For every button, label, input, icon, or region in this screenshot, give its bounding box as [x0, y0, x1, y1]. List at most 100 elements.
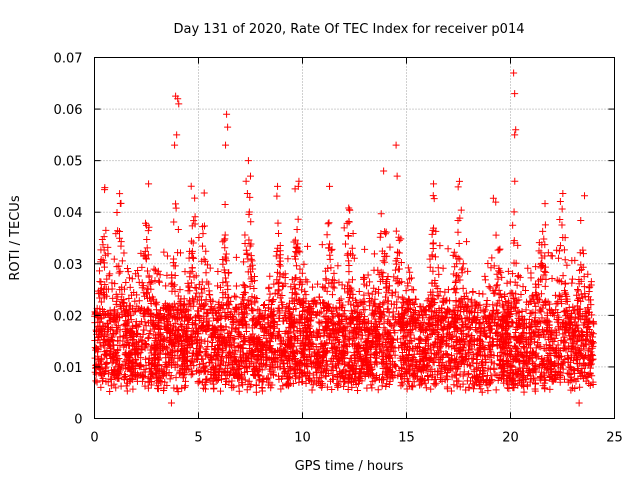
- data-point: [335, 311, 343, 319]
- data-point: [380, 299, 388, 307]
- data-point: [537, 319, 545, 327]
- data-point: [139, 282, 147, 290]
- data-point: [202, 247, 210, 255]
- data-point: [325, 219, 333, 227]
- data-point: [575, 346, 583, 354]
- data-point: [163, 271, 171, 279]
- data-point: [142, 219, 150, 227]
- data-point: [245, 236, 253, 244]
- data-point: [474, 349, 482, 357]
- data-point: [224, 329, 232, 337]
- data-point: [127, 316, 135, 324]
- data-point: [109, 294, 117, 302]
- data-point: [99, 241, 107, 249]
- data-point: [444, 245, 452, 253]
- data-point: [589, 330, 597, 338]
- data-point: [213, 315, 221, 323]
- data-point: [226, 369, 234, 377]
- data-point: [447, 365, 455, 373]
- data-point: [155, 277, 163, 285]
- data-point: [230, 292, 238, 300]
- data-point: [155, 354, 163, 362]
- data-point: [340, 382, 348, 390]
- data-point: [331, 344, 339, 352]
- data-point: [416, 381, 424, 389]
- data-point: [199, 242, 207, 250]
- data-point: [284, 255, 292, 263]
- data-point: [95, 290, 103, 298]
- data-point: [341, 285, 349, 293]
- data-point: [245, 210, 253, 218]
- data-point: [517, 290, 525, 298]
- data-point: [312, 364, 320, 372]
- data-point: [278, 304, 286, 312]
- data-point: [430, 344, 438, 352]
- data-point: [323, 287, 331, 295]
- data-point: [279, 301, 287, 309]
- data-point: [553, 276, 561, 284]
- data-point: [291, 284, 299, 292]
- data-point: [527, 274, 535, 282]
- data-point: [492, 231, 500, 239]
- data-point: [113, 297, 121, 305]
- data-point: [143, 244, 151, 252]
- data-point: [510, 208, 518, 216]
- data-point: [209, 338, 217, 346]
- data-point: [487, 264, 495, 272]
- data-point: [468, 332, 476, 340]
- data-point: [364, 271, 372, 279]
- data-point: [453, 382, 461, 390]
- data-point: [498, 273, 506, 281]
- data-point: [514, 241, 522, 249]
- data-point: [344, 386, 352, 394]
- data-point: [101, 280, 109, 288]
- data-point: [276, 254, 284, 262]
- data-point: [429, 240, 437, 248]
- data-point: [588, 344, 596, 352]
- data-point: [217, 387, 225, 395]
- data-point: [92, 377, 100, 385]
- data-point: [189, 253, 197, 261]
- data-point: [181, 383, 189, 391]
- data-point: [462, 386, 470, 394]
- data-point: [179, 308, 187, 316]
- data-point: [127, 375, 135, 383]
- data-point: [512, 310, 520, 318]
- data-point: [559, 272, 567, 280]
- data-point: [190, 349, 198, 357]
- data-point: [266, 290, 274, 298]
- data-point: [91, 368, 99, 376]
- data-point: [223, 300, 231, 308]
- data-point: [556, 216, 564, 224]
- data-point: [445, 357, 453, 365]
- data-point: [123, 264, 131, 272]
- data-point: [241, 240, 249, 248]
- data-point: [241, 231, 249, 239]
- data-point: [434, 264, 442, 272]
- data-point: [458, 353, 466, 361]
- data-point: [276, 270, 284, 278]
- data-point: [428, 230, 436, 238]
- data-point: [538, 314, 546, 322]
- data-point: [451, 284, 459, 292]
- data-point: [326, 240, 334, 248]
- data-point: [382, 293, 390, 301]
- data-point: [202, 326, 210, 334]
- data-point: [246, 282, 254, 290]
- data-point: [300, 260, 308, 268]
- data-point: [568, 275, 576, 283]
- data-point: [316, 319, 324, 327]
- data-point: [302, 355, 310, 363]
- data-point: [137, 354, 145, 362]
- data-point: [294, 215, 302, 223]
- data-point: [340, 378, 348, 386]
- data-point: [252, 381, 260, 389]
- data-point: [491, 370, 499, 378]
- data-point: [276, 333, 284, 341]
- data-point: [232, 282, 240, 290]
- data-point: [323, 231, 331, 239]
- data-point: [526, 378, 534, 386]
- data-point: [556, 242, 564, 250]
- data-point: [406, 336, 414, 344]
- data-point: [293, 225, 301, 233]
